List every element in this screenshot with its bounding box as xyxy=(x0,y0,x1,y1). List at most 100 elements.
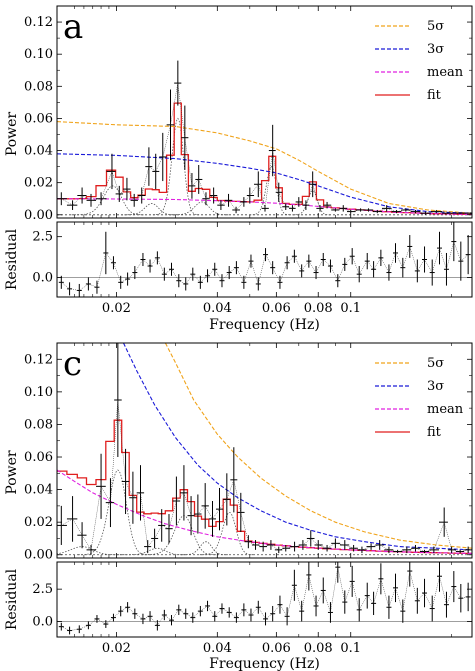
residual-point xyxy=(327,259,333,273)
residual-point xyxy=(371,591,377,616)
data-point xyxy=(230,447,238,513)
y-axis-label: Power xyxy=(4,112,20,157)
residual-point xyxy=(147,259,153,273)
main-plot-area xyxy=(57,60,472,216)
residual-point xyxy=(85,277,91,291)
residual-point xyxy=(320,252,326,267)
x-tick-label: 0.06 xyxy=(262,641,291,656)
fit-component-6 xyxy=(199,511,255,556)
residual-point xyxy=(205,269,211,283)
y-tick-label: 0.10 xyxy=(24,385,53,400)
3sigma-line xyxy=(123,343,472,551)
data-point xyxy=(239,197,247,207)
panel-letter: c xyxy=(63,344,82,384)
residual-point xyxy=(429,259,435,286)
y-tick-label: 0.06 xyxy=(24,450,53,465)
data-point xyxy=(224,193,233,207)
residual-point xyxy=(125,602,131,613)
residual-point xyxy=(270,605,276,622)
x-tick-label: 0.1 xyxy=(340,301,361,316)
y-tick-label: 0.00 xyxy=(24,548,53,563)
residual-point xyxy=(270,261,276,275)
data-points xyxy=(57,60,472,215)
fit-component-2 xyxy=(121,203,177,216)
data-connector xyxy=(61,399,469,552)
residual-point xyxy=(364,582,370,609)
residual-point xyxy=(306,254,312,268)
residual-point xyxy=(443,591,449,618)
legend-label: mean xyxy=(427,402,464,417)
residual-point xyxy=(212,611,218,622)
residual-point xyxy=(371,261,377,278)
data-point xyxy=(106,153,116,190)
data-point xyxy=(391,209,402,214)
panel-c: 0.00 0.02 0.04 0.06 0.08 0.10 0.12 0.0 2.5 0.02 0.… xyxy=(4,342,473,671)
legend-label: 3σ xyxy=(427,42,444,57)
y-tick-label: 0.04 xyxy=(24,483,53,498)
data-point xyxy=(261,205,269,212)
data-point xyxy=(372,209,382,214)
residual-point xyxy=(197,275,203,289)
data-point xyxy=(86,544,97,555)
residual-point xyxy=(400,599,406,623)
residual-point xyxy=(422,578,428,608)
residual-point xyxy=(407,235,413,258)
data-point xyxy=(401,208,411,212)
data-point xyxy=(381,205,392,212)
data-point xyxy=(454,212,466,214)
residual-point xyxy=(378,249,384,267)
legend-label: fit xyxy=(427,88,442,103)
data-point xyxy=(331,538,341,549)
residual-point xyxy=(386,264,392,281)
data-point xyxy=(375,540,385,550)
fit-line xyxy=(57,419,472,555)
y-tick-label: 0.06 xyxy=(24,111,53,126)
residual-point xyxy=(219,603,225,614)
residual-point xyxy=(67,626,73,635)
fit-component-3 xyxy=(120,547,188,556)
residual-point xyxy=(168,262,174,276)
data-point xyxy=(322,544,332,552)
fit-component-1 xyxy=(71,185,145,216)
residual-point xyxy=(58,622,64,631)
residual-axis-label: Residual xyxy=(4,228,20,290)
data-point xyxy=(181,105,189,170)
y-tick-label: 0.12 xyxy=(24,15,53,30)
data-point xyxy=(105,478,115,528)
data-point xyxy=(180,465,188,521)
data-point xyxy=(158,509,166,542)
residual-point xyxy=(94,615,100,623)
mean-line xyxy=(57,469,472,554)
y-tick-label: 0.04 xyxy=(24,144,53,159)
legend: 5σ 3σ mean fit xyxy=(375,19,464,103)
3sigma-line xyxy=(57,153,472,214)
residual-point xyxy=(320,577,326,604)
residual-point xyxy=(118,605,124,617)
fit-component-6 xyxy=(292,190,331,216)
y-axis-label: Power xyxy=(4,450,20,495)
data-point xyxy=(464,546,472,554)
data-point xyxy=(201,483,209,529)
y-tick-label: 0.00 xyxy=(24,208,53,223)
data-point xyxy=(86,193,97,207)
x-tick-label: 0.04 xyxy=(203,301,232,316)
x-axis-label: Frequency (Hz) xyxy=(209,317,320,333)
data-point xyxy=(187,496,195,536)
data-point xyxy=(136,465,145,521)
legend-label: fit xyxy=(427,425,442,440)
legend: 5σ 3σ mean fit xyxy=(375,356,464,440)
fit-component-5 xyxy=(180,541,228,556)
residual-point xyxy=(132,608,138,619)
x-tick-label: 0.04 xyxy=(203,641,232,656)
main-axes-frame xyxy=(56,5,473,219)
x-tick-label: 0.08 xyxy=(304,301,333,316)
residual-point xyxy=(168,615,174,626)
data-point xyxy=(290,541,299,552)
legend-label: 5σ xyxy=(427,19,444,34)
x-tick-label: 0.06 xyxy=(262,301,291,316)
residual-point xyxy=(233,261,239,275)
residual-y-tick-label: 0.0 xyxy=(32,270,53,285)
residual-plot-area xyxy=(57,222,472,297)
residual-point xyxy=(342,257,348,271)
